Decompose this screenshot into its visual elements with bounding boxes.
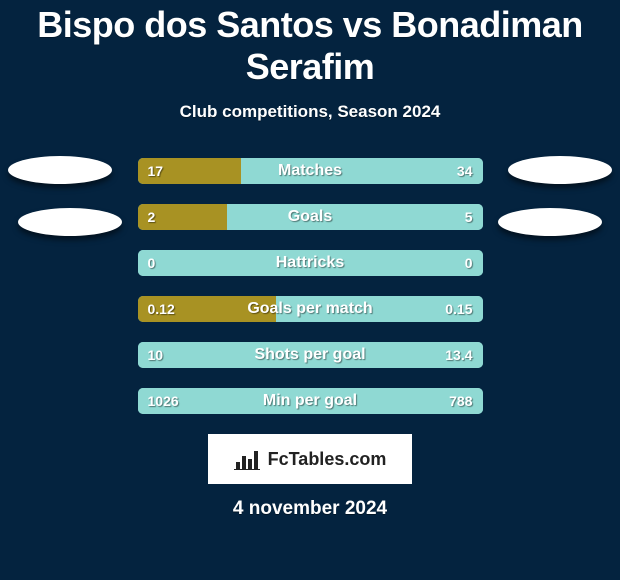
- stat-bar-left: [138, 158, 242, 184]
- stat-row-hattricks: 0 Hattricks 0: [138, 250, 483, 276]
- page-title: Bispo dos Santos vs Bonadiman Serafim: [0, 0, 620, 88]
- stat-row-goals-per-match: 0.12 Goals per match 0.15: [138, 296, 483, 322]
- player-right-avatar-1: [508, 156, 612, 184]
- stat-bar-right: [138, 250, 483, 276]
- stat-row-min-per-goal: 1026 Min per goal 788: [138, 388, 483, 414]
- stat-bar-right: [227, 204, 482, 230]
- stat-bar-left: [138, 296, 276, 322]
- stat-row-shots-per-goal: 10 Shots per goal 13.4: [138, 342, 483, 368]
- bar-chart-icon: [234, 448, 260, 470]
- stat-bar-right: [276, 296, 483, 322]
- player-left-avatar-1: [8, 156, 112, 184]
- source-badge-text: FcTables.com: [268, 449, 387, 470]
- generation-date: 4 november 2024: [0, 498, 620, 520]
- page-subtitle: Club competitions, Season 2024: [0, 102, 620, 122]
- stat-bars: 17 Matches 34 2 Goals 5 0 Hattricks 0 0.…: [138, 158, 483, 414]
- comparison-stage: 17 Matches 34 2 Goals 5 0 Hattricks 0 0.…: [0, 158, 620, 414]
- player-left-avatar-2: [18, 208, 122, 236]
- stat-bar-right: [241, 158, 483, 184]
- stat-bar-right: [138, 342, 483, 368]
- stat-row-matches: 17 Matches 34: [138, 158, 483, 184]
- stat-row-goals: 2 Goals 5: [138, 204, 483, 230]
- source-badge: FcTables.com: [208, 434, 412, 484]
- player-right-avatar-2: [498, 208, 602, 236]
- stat-bar-right: [138, 388, 483, 414]
- stat-bar-left: [138, 204, 228, 230]
